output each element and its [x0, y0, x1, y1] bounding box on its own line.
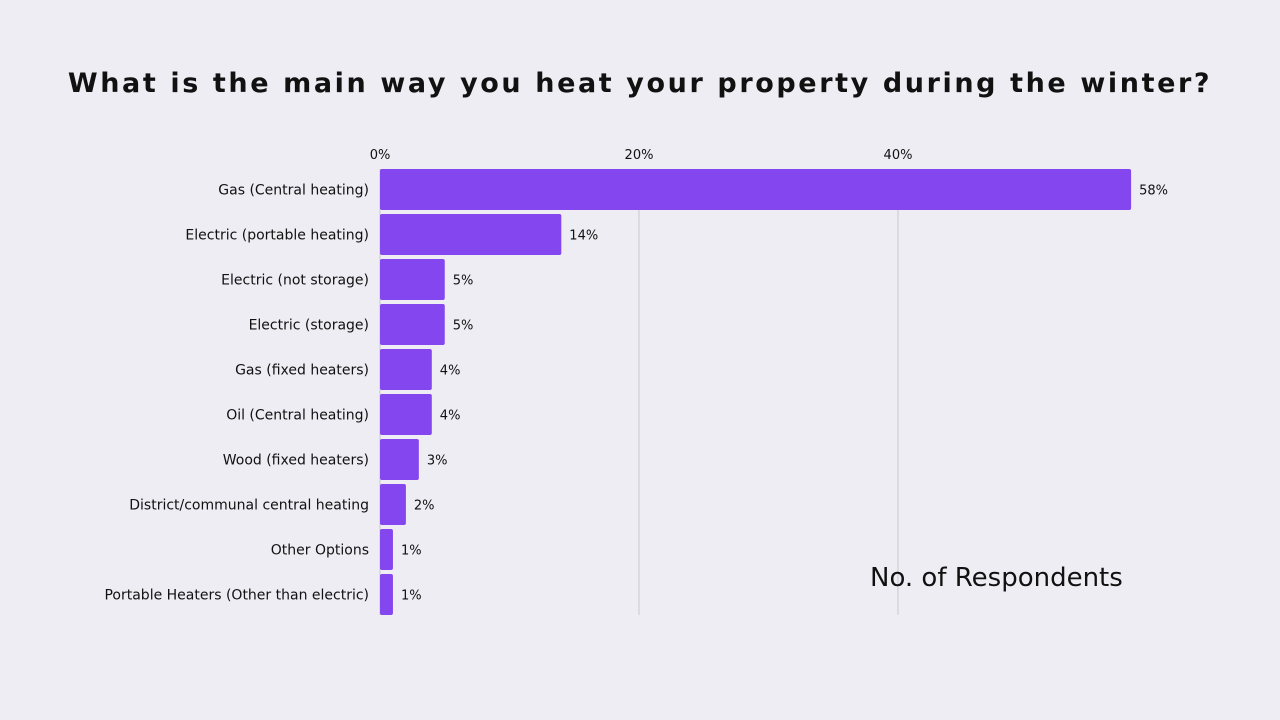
bar — [380, 304, 445, 345]
chart-annotation: No. of Respondents — [870, 563, 1123, 593]
x-tick-label: 40% — [884, 148, 913, 163]
data-label: 2% — [414, 499, 435, 514]
data-label: 1% — [401, 544, 422, 559]
x-tick-label: 0% — [370, 148, 391, 163]
category-label: Gas (Central heating) — [218, 183, 369, 199]
bar — [380, 484, 406, 525]
category-label: Electric (not storage) — [221, 273, 369, 289]
category-label: Electric (storage) — [249, 318, 369, 334]
chart-title: What is the main way you heat your prope… — [67, 68, 1213, 99]
category-label: Gas (fixed heaters) — [235, 363, 369, 379]
bar — [380, 394, 432, 435]
category-label: Other Options — [271, 543, 369, 559]
data-label: 14% — [569, 229, 598, 244]
bar — [380, 439, 419, 480]
bar — [380, 574, 393, 615]
category-label: Oil (Central heating) — [226, 408, 369, 424]
category-label: Portable Heaters (Other than electric) — [104, 588, 369, 604]
data-label: 58% — [1139, 184, 1168, 199]
data-label: 5% — [453, 274, 474, 289]
bar — [380, 349, 432, 390]
data-label: 5% — [453, 319, 474, 334]
bar — [380, 259, 445, 300]
bar — [380, 169, 1132, 210]
data-label: 4% — [440, 409, 461, 424]
bar — [380, 214, 562, 255]
category-label: Electric (portable heating) — [185, 228, 369, 244]
category-label: Wood (fixed heaters) — [223, 453, 369, 469]
data-label: 3% — [427, 454, 448, 469]
bar — [380, 529, 393, 570]
data-label: 4% — [440, 364, 461, 379]
x-tick-label: 20% — [625, 148, 654, 163]
category-label: District/communal central heating — [129, 498, 369, 514]
data-label: 1% — [401, 589, 422, 604]
